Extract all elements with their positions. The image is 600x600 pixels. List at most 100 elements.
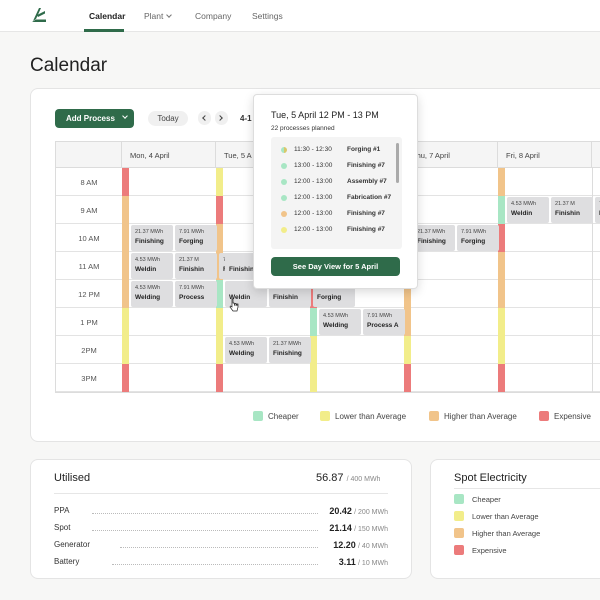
process-name: Process A (367, 322, 399, 329)
process-name: Finishing (417, 238, 446, 245)
legend-swatch (454, 494, 464, 504)
nav-plant[interactable]: Plant (144, 11, 173, 21)
price-indicator-higher (404, 280, 411, 308)
mouse-cursor-icon (229, 298, 239, 312)
process-block[interactable]: 4.53 MWh Welding (131, 281, 173, 307)
process-block[interactable]: 21.37 M Finishin (175, 253, 217, 279)
nav-settings[interactable]: Settings (252, 11, 283, 21)
chevron-left-icon (202, 115, 208, 121)
process-block[interactable]: 4.53 MWh Welding (319, 309, 361, 335)
next-week-button[interactable] (215, 111, 228, 125)
price-indicator-cheaper (310, 308, 317, 336)
time-slot-popup: Tue, 5 April 12 PM - 13 PM 22 processes … (253, 94, 418, 289)
process-name: Assembly #7 (347, 178, 387, 185)
price-indicator-lower (404, 336, 411, 364)
process-block[interactable]: 7.91 MForging (595, 197, 600, 223)
price-indicator-lower (310, 364, 317, 392)
process-energy: 4.53 MWh (135, 285, 161, 291)
process-energy: 21.37 MWh (417, 229, 446, 235)
row-value: 12.20 / 40 MWh (333, 540, 388, 550)
hour-row: 3PM (56, 364, 600, 392)
process-block[interactable]: 7.91 MWh Process (175, 281, 217, 307)
hour-label: 2PM (81, 346, 97, 355)
process-name: Forging (179, 238, 204, 245)
price-indicator-lower (122, 336, 129, 364)
row-value: 3.11 / 10 MWh (338, 557, 388, 567)
nav-plant-label: Plant (144, 11, 164, 21)
process-block[interactable]: 7.91 MWh Forging (175, 225, 217, 251)
process-name: Finishing (273, 350, 302, 357)
date-range-label: 4-1 (240, 114, 252, 123)
price-indicator-higher (122, 280, 129, 308)
popup-process-item[interactable]: 11:30 - 12:30 Forging #1 (281, 145, 391, 157)
process-name: Finishing (135, 238, 164, 245)
process-block[interactable]: 4.53 MWh Welding (225, 337, 267, 363)
popup-process-item[interactable]: 12:00 - 13:00 Fabrication #7 (281, 193, 391, 205)
today-button[interactable]: Today (148, 111, 188, 126)
legend-label: Higher than Average (472, 529, 541, 538)
process-name: Finishing #7 (347, 162, 385, 169)
utilised-title: Utilised (54, 472, 91, 484)
nav-active-indicator (84, 29, 124, 32)
process-block[interactable]: 21.37 MWh Finishing (131, 225, 173, 251)
process-block[interactable]: 21.37 MWh Finishing (269, 337, 311, 363)
price-dot (281, 179, 287, 185)
price-indicator-higher (498, 252, 505, 280)
process-energy: 7.91 MWh (367, 313, 393, 319)
process-block[interactable]: 7.91 MWh Process A (363, 309, 405, 335)
day-header[interactable]: Fri, 8 April (498, 142, 592, 168)
utilised-row-generator: Generator 12.20 / 40 MWh (54, 540, 388, 552)
price-indicator-lower (216, 336, 223, 364)
prev-week-button[interactable] (198, 111, 211, 125)
price-indicator-lower (498, 336, 505, 364)
price-indicator-lower (216, 168, 223, 196)
add-process-button[interactable]: Add Process (55, 109, 134, 128)
nav-company[interactable]: Company (195, 11, 232, 21)
popup-scrollbar[interactable] (396, 143, 399, 183)
process-block[interactable]: 21.37 MWh Finishing (413, 225, 455, 251)
process-name: Forging #1 (347, 146, 381, 153)
legend-label: Higher than Average (444, 412, 517, 421)
popup-process-item[interactable]: 13:00 - 13:00 Finishing #7 (281, 161, 391, 173)
price-indicator-lower (216, 308, 223, 336)
add-process-label: Add Process (66, 114, 115, 123)
spot-legend-expensive: Expensive (454, 545, 600, 555)
price-indicator-expensive (498, 224, 505, 252)
nav-calendar[interactable]: Calendar (89, 11, 126, 21)
page-title: Calendar (30, 55, 108, 76)
spot-legend-cheaper: Cheaper (454, 494, 600, 504)
process-block[interactable]: 21.37 M Finishin (551, 197, 593, 223)
day-header[interactable]: Mon, 4 April (122, 142, 216, 168)
legend-swatch (454, 545, 464, 555)
process-name: Finishin (229, 266, 254, 273)
process-name: Finishing #7 (347, 226, 385, 233)
legend-swatch (454, 511, 464, 521)
day-header[interactable]: Thu, 7 April (404, 142, 498, 168)
process-energy: 4.53 MWh (229, 341, 255, 347)
popup-process-item[interactable]: 12:00 - 13:00 Finishing #7 (281, 225, 391, 237)
process-block[interactable]: 4.53 MWh Weldin (507, 197, 549, 223)
popup-process-item[interactable]: 12:00 - 13:00 Finishing #7 (281, 209, 391, 221)
popup-process-list[interactable]: 11:30 - 12:30 Forging #1 13:00 - 13:00 Fini… (271, 137, 402, 249)
process-time: 13:00 - 13:00 (294, 162, 333, 169)
process-time: 12:00 - 13:00 (294, 210, 333, 217)
process-block[interactable]: 7.91 MWh Forging (457, 225, 499, 251)
price-indicator-higher (498, 168, 505, 196)
row-label: PPA (54, 506, 70, 515)
row-label: Spot (54, 523, 71, 532)
hour-label: 12 PM (78, 290, 100, 299)
legend-label: Cheaper (268, 412, 299, 421)
price-indicator-lower (122, 308, 129, 336)
process-name: Forging (461, 238, 486, 245)
dotted-leader (92, 513, 318, 514)
see-day-view-button[interactable]: See Day View for 5 April (271, 257, 400, 276)
legend-swatch (253, 411, 263, 421)
process-energy: 7.91 MWh (179, 229, 205, 235)
brand-logo-icon[interactable] (30, 6, 48, 24)
day-column-divider (592, 168, 593, 392)
process-block[interactable]: 4.53 MWh Weldin (131, 253, 173, 279)
process-name: Process (179, 294, 205, 301)
process-name: Weldin (229, 294, 251, 301)
popup-process-item[interactable]: 12:00 - 13:00 Assembly #7 (281, 177, 391, 189)
hour-label: 11 AM (78, 262, 100, 271)
